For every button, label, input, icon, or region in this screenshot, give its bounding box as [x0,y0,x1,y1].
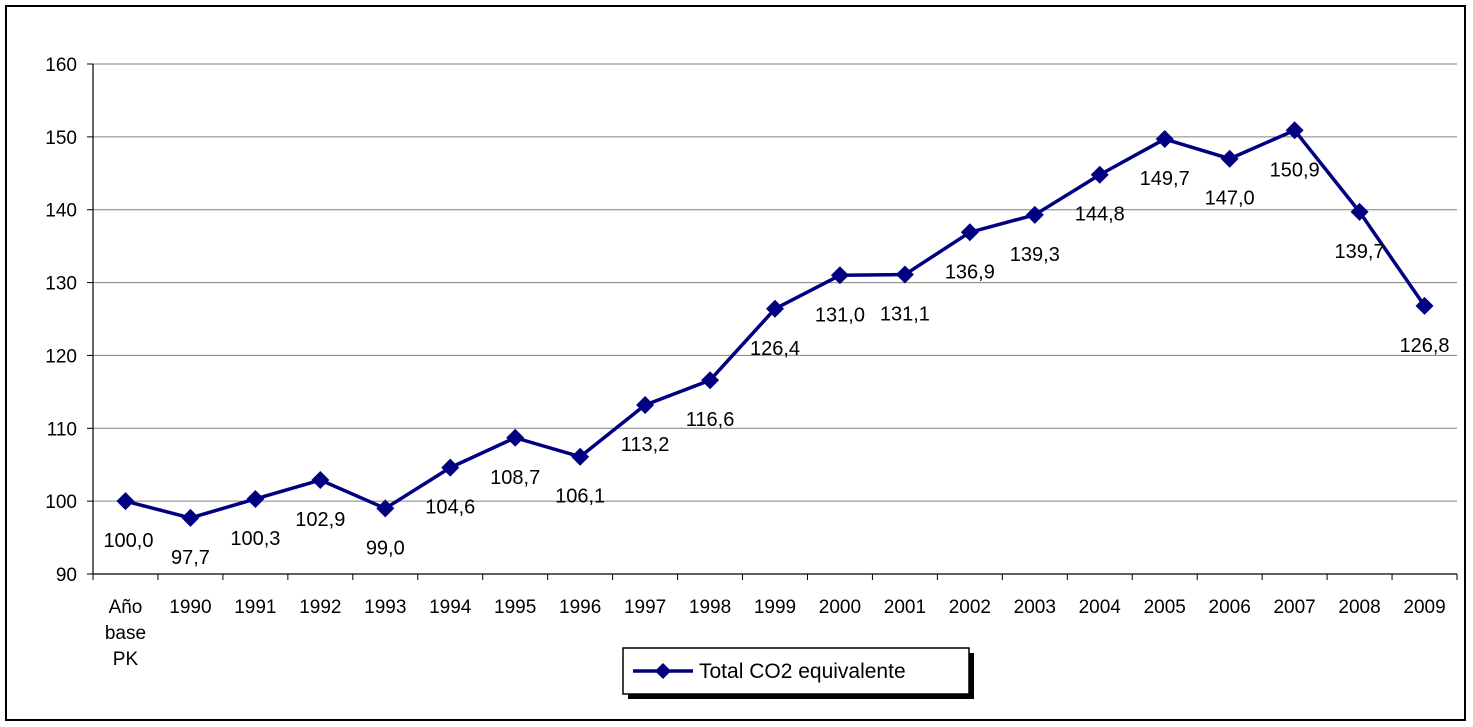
data-label: 126,4 [750,338,800,360]
x-tick-label: 1994 [429,597,472,618]
x-tick-label: 2002 [949,597,991,618]
x-tick-label: 1996 [559,597,601,618]
x-tick-label: 2004 [1079,597,1122,618]
data-point-marker [1285,121,1304,140]
data-point-marker [1220,149,1239,168]
data-point-marker [311,471,330,490]
data-point-marker [1350,202,1369,221]
data-point-marker [1025,205,1044,224]
data-point-marker [1415,296,1434,315]
data-label: 131,1 [880,304,930,326]
x-tick-label: 1999 [754,597,796,618]
y-tick-label: 90 [56,565,77,586]
x-tick-label: 2003 [1014,597,1056,618]
data-label: 113,2 [621,434,670,456]
data-label: 100,3 [230,528,280,550]
x-tick-label: base [105,623,146,644]
data-point-marker [376,499,395,518]
data-point-marker [636,395,655,414]
data-point-marker [571,447,590,466]
data-point-marker [181,508,200,527]
chart-frame [5,5,1466,721]
data-point-marker [246,489,265,508]
x-tick-label: 2001 [884,597,926,618]
x-tick-label: 2007 [1273,597,1315,618]
y-tick-label: 100 [45,492,77,513]
data-point-marker [441,458,460,477]
data-label: 99,0 [366,537,405,559]
data-point-marker [895,265,914,284]
data-label: 126,8 [1399,335,1449,357]
data-point-marker [830,266,849,285]
x-tick-label: Año [109,597,143,618]
data-point-marker [960,223,979,242]
data-label: 100,0 [103,530,153,552]
data-label: 136,9 [945,261,995,283]
data-label: 116,6 [686,409,735,431]
data-label: 149,7 [1140,168,1190,190]
data-label: 104,6 [425,497,475,519]
data-label: 139,7 [1335,241,1385,263]
data-label: 108,7 [490,467,540,489]
data-label: 106,1 [555,486,605,508]
y-tick-label: 120 [45,346,77,367]
data-label: 147,0 [1205,188,1255,210]
data-point-marker [766,299,784,318]
data-label: 139,3 [1010,244,1060,266]
y-tick-label: 130 [45,274,77,295]
x-tick-label: 1993 [364,597,406,618]
x-tick-label: 2008 [1338,597,1380,618]
x-tick-label: 1998 [689,597,731,618]
x-tick-label: 1991 [234,597,276,618]
x-tick-label: 2009 [1403,597,1445,618]
legend-label: Total CO2 equivalente [699,660,906,683]
x-tick-label: 1997 [624,597,666,618]
x-tick-label: 2006 [1209,597,1251,618]
data-point-marker [1090,165,1109,184]
data-point-marker [506,428,525,447]
x-tick-label: 1992 [299,597,341,618]
x-tick-label: 1995 [494,597,536,618]
data-label: 97,7 [171,547,210,569]
x-tick-label: 1990 [169,597,211,618]
data-point-marker [1155,130,1174,149]
legend-marker [655,663,671,679]
y-tick-label: 110 [47,419,77,440]
data-label: 150,9 [1270,159,1320,181]
data-point-marker [116,492,135,511]
x-tick-label: 2005 [1144,597,1186,618]
data-label: 131,0 [815,304,865,326]
data-label: 102,9 [295,509,345,531]
data-label: 144,8 [1075,204,1125,226]
y-tick-label: 160 [45,55,77,76]
x-tick-label: PK [113,649,139,670]
y-tick-label: 140 [45,201,77,222]
y-tick-label: 150 [45,128,77,149]
data-point-marker [701,371,720,390]
x-tick-label: 2000 [819,597,861,618]
